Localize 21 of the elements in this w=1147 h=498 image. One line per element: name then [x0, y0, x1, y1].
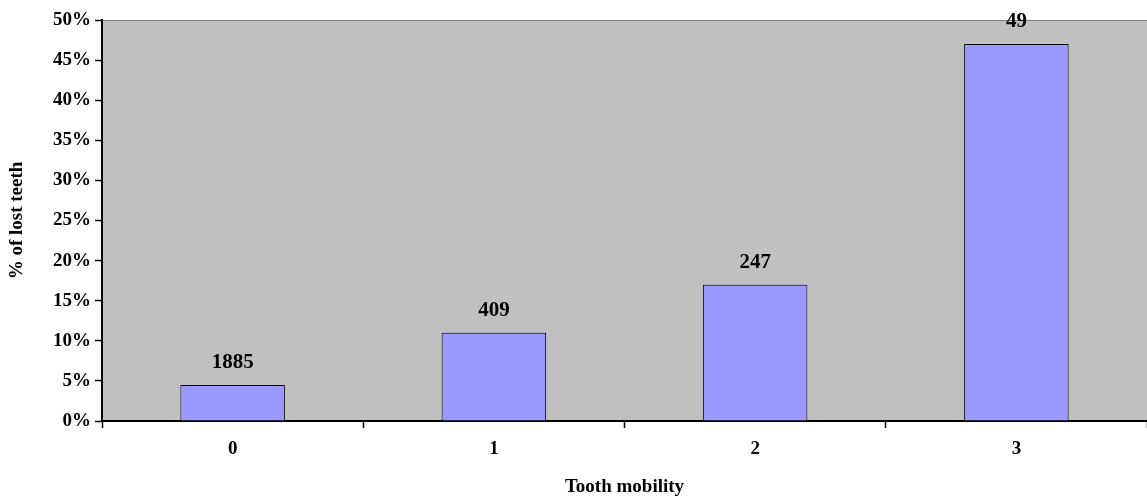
y-axis-title: % of lost teeth — [5, 161, 27, 280]
y-tick-label: 20% — [53, 248, 91, 270]
x-axis-title: Tooth mobility — [564, 474, 685, 496]
y-tick-label: 15% — [53, 288, 91, 310]
y-tick-label: 50% — [53, 7, 91, 29]
y-tick-label: 5% — [62, 368, 91, 390]
annotation: 49 — [1005, 7, 1027, 32]
y-tick-label: 45% — [53, 48, 91, 70]
annotation: 247 — [739, 248, 771, 273]
annotation: 1885 — [211, 348, 254, 373]
y-tick-label: 10% — [53, 328, 91, 350]
annotation: 409 — [478, 296, 510, 321]
y-tick-label: 25% — [53, 208, 91, 230]
x-tick-label: 1 — [489, 437, 499, 459]
y-tick-label: 35% — [53, 128, 91, 150]
x-tick-label: 3 — [1011, 437, 1022, 459]
y-tick-label: 40% — [53, 88, 91, 110]
x-tick-label: 2 — [750, 437, 760, 459]
y-tick-label: 30% — [53, 168, 91, 190]
y-tick-label: 0% — [62, 408, 91, 430]
x-tick-label: 0 — [227, 437, 238, 459]
